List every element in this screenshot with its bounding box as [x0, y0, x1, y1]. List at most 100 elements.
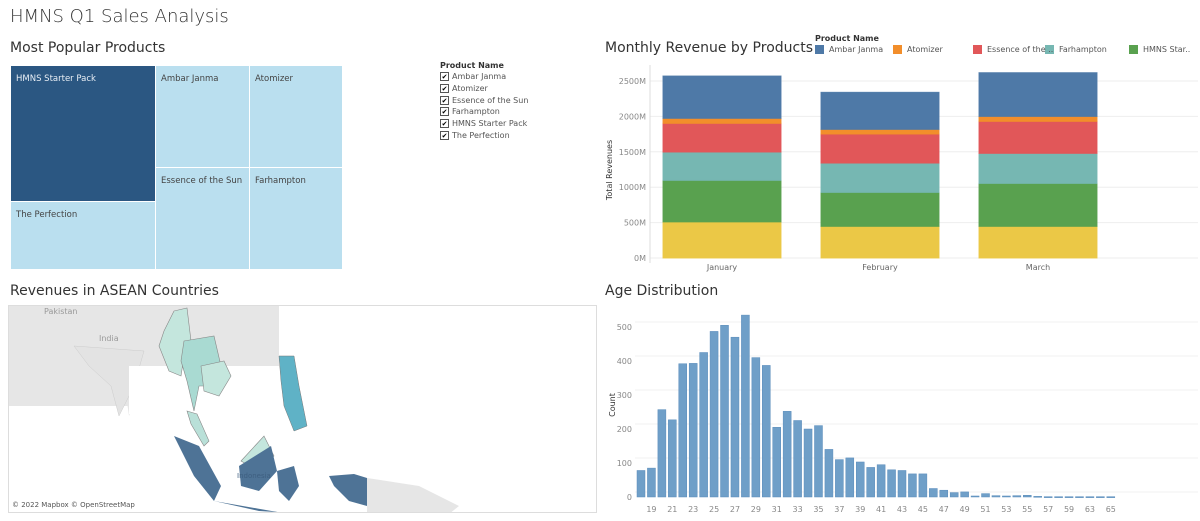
bar-segment[interactable] — [662, 75, 782, 119]
histogram-bar[interactable] — [793, 420, 802, 498]
bar-segment[interactable] — [820, 191, 940, 227]
checkbox-icon[interactable]: ✔ — [440, 107, 449, 117]
bar-segment[interactable] — [820, 162, 940, 193]
philippines-shape[interactable] — [278, 355, 308, 432]
legend-label: Essence of the .. — [987, 45, 1054, 54]
filter-item[interactable]: ✔ Farhampton — [440, 106, 528, 118]
filter-item[interactable]: ✔ HMNS Starter Pack — [440, 118, 528, 130]
treemap-tile-atomizer[interactable]: Atomizer — [250, 66, 342, 167]
java-shape[interactable] — [214, 501, 309, 513]
treemap-tile-the-perfection[interactable]: The Perfection — [11, 202, 155, 269]
histogram-bar[interactable] — [929, 488, 938, 498]
histogram-bar[interactable] — [730, 336, 740, 498]
bar-segment[interactable] — [662, 179, 782, 223]
histogram-bar[interactable] — [835, 459, 844, 498]
sulawesi-shape[interactable] — [277, 466, 299, 501]
histogram-bar[interactable] — [699, 352, 708, 498]
legend-item[interactable]: Farhampton — [1045, 45, 1107, 54]
legend-item[interactable]: Atomizer — [893, 45, 943, 54]
legend-item[interactable]: Essence of the .. — [973, 45, 1053, 54]
histogram-bar[interactable] — [897, 470, 907, 498]
bar-segment[interactable] — [820, 225, 940, 259]
cambodia-vietnam-shape[interactable] — [200, 360, 232, 397]
checkbox-icon[interactable]: ✔ — [440, 95, 449, 105]
histogram-bar[interactable] — [949, 492, 959, 498]
filter-item[interactable]: ✔ Essence of the Sun — [440, 94, 528, 106]
bar-segment[interactable] — [662, 221, 782, 259]
histogram-bar[interactable] — [1033, 496, 1042, 498]
histogram-bar[interactable] — [772, 427, 781, 498]
bar-segment[interactable] — [820, 128, 940, 135]
histogram-bar[interactable] — [762, 365, 771, 498]
treemap-tile-hmns-starter-pack[interactable]: HMNS Starter Pack — [11, 66, 155, 201]
filter-item[interactable]: ✔ Ambar Janma — [440, 71, 528, 83]
histogram-bar[interactable] — [887, 469, 896, 498]
checkbox-icon[interactable]: ✔ — [440, 84, 449, 94]
histogram-bar[interactable] — [876, 464, 886, 498]
histogram-bar[interactable] — [647, 467, 656, 498]
bar-segment[interactable] — [978, 152, 1098, 184]
histogram-bar[interactable] — [960, 491, 969, 498]
histogram-bar[interactable] — [741, 314, 750, 498]
histogram-bar[interactable] — [1085, 496, 1095, 498]
histogram-bar[interactable] — [709, 331, 719, 498]
histogram-bar[interactable] — [1075, 496, 1084, 498]
revenue-chart: Total Revenues 0M 500M 1000M 1500M 2000M 2500M… — [605, 65, 1198, 272]
histogram-bar[interactable] — [1064, 496, 1074, 498]
malaysia-shape[interactable] — [186, 410, 210, 447]
map-attribution[interactable]: © 2022 Mapbox © OpenStreetMap — [12, 501, 135, 509]
histogram-bar[interactable] — [678, 363, 688, 498]
histogram-bar[interactable] — [1106, 496, 1116, 498]
histogram-bar[interactable] — [1096, 496, 1105, 498]
bar-segment[interactable] — [662, 122, 782, 153]
histogram-bar[interactable] — [803, 428, 813, 498]
borneo-shape[interactable] — [239, 446, 277, 491]
histogram-bar[interactable] — [688, 363, 698, 498]
treemap-tile-farhampton[interactable]: Farhampton — [250, 168, 342, 269]
histogram-bar[interactable] — [1054, 496, 1063, 498]
legend-item[interactable]: Ambar Janma — [815, 45, 883, 54]
histogram-bar[interactable] — [981, 493, 990, 498]
histogram-bar[interactable] — [970, 495, 980, 498]
bar-segment[interactable] — [978, 115, 1098, 122]
bar-segment[interactable] — [978, 225, 1098, 259]
bar-segment[interactable] — [662, 117, 782, 124]
histogram-bar[interactable] — [824, 449, 834, 498]
histogram-bar[interactable] — [636, 470, 646, 498]
histogram-bar[interactable] — [939, 489, 949, 498]
bar-segment[interactable] — [662, 151, 782, 181]
checkbox-icon[interactable]: ✔ — [440, 119, 449, 129]
filter-item[interactable]: ✔ The Perfection — [440, 129, 528, 141]
histogram-bar[interactable] — [1043, 496, 1053, 498]
bar-segment[interactable] — [820, 91, 940, 130]
histogram-bar[interactable] — [1002, 495, 1011, 498]
filter-item[interactable]: ✔ Atomizer — [440, 83, 528, 95]
bar-segment[interactable] — [820, 133, 940, 164]
asean-map[interactable]: Pakistan India Indonesia © 2022 Mapbox ©… — [8, 305, 597, 513]
histogram-bar[interactable] — [814, 425, 823, 498]
histogram-bar[interactable] — [657, 409, 667, 498]
histogram-bar[interactable] — [1023, 495, 1032, 498]
checkbox-icon[interactable]: ✔ — [440, 130, 449, 140]
histogram-bar[interactable] — [668, 419, 677, 498]
bar-segment[interactable] — [978, 120, 1098, 154]
histogram-bar[interactable] — [751, 357, 761, 498]
sumatra-shape[interactable] — [174, 436, 221, 501]
papua-shape[interactable] — [329, 474, 367, 506]
histogram-bar[interactable] — [845, 457, 855, 498]
histogram-bar[interactable] — [782, 411, 792, 498]
bar-segment[interactable] — [978, 72, 1098, 117]
histogram-bar[interactable] — [855, 461, 865, 498]
treemap-tile-ambar-janma[interactable]: Ambar Janma — [156, 66, 249, 167]
thailand-laos-shape[interactable] — [180, 335, 222, 412]
histogram-bar[interactable] — [991, 495, 1001, 498]
histogram-bar[interactable] — [908, 473, 917, 498]
histogram-bar[interactable] — [1012, 495, 1022, 498]
histogram-bar[interactable] — [720, 325, 729, 498]
legend-item[interactable]: HMNS Star.. — [1129, 45, 1190, 54]
bar-segment[interactable] — [978, 182, 1098, 227]
treemap-tile-essence-of-the-sun[interactable]: Essence of the Sun — [156, 168, 249, 269]
checkbox-icon[interactable]: ✔ — [440, 72, 449, 82]
histogram-bar[interactable] — [918, 473, 928, 498]
histogram-bar[interactable] — [866, 467, 875, 498]
